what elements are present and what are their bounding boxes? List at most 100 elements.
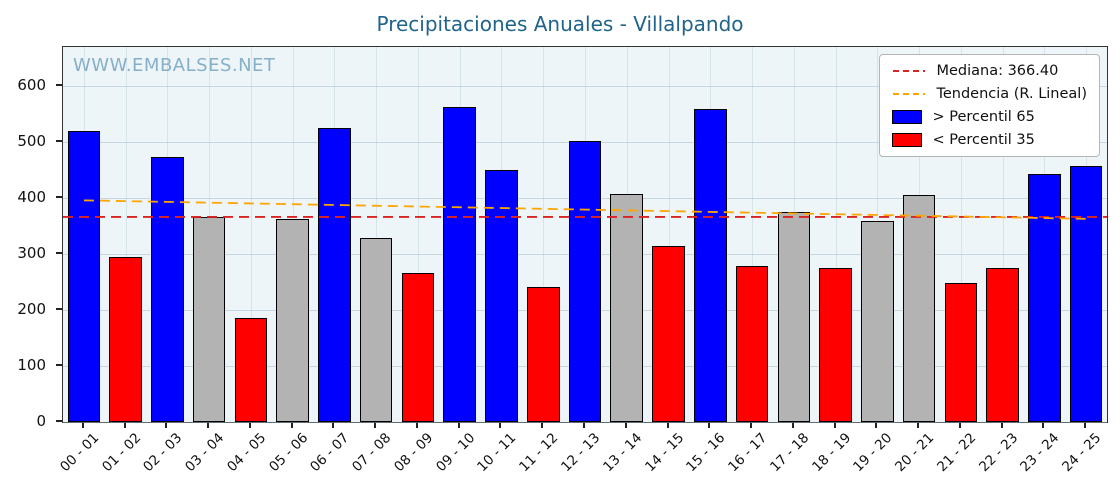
x-tick-mark — [1042, 422, 1045, 428]
bar-03-04 — [192, 216, 226, 422]
x-tick-mark — [415, 422, 418, 428]
y-axis-labels: 0 100 200 300 400 500 600 — [0, 46, 54, 430]
x-axis-ticks — [62, 422, 1106, 428]
blue-bar-swatch — [892, 110, 923, 124]
legend-label-high: > Percentil 65 — [932, 109, 1035, 125]
bar-04-05 — [234, 318, 268, 422]
x-tick-label: 02 - 03 — [140, 430, 186, 476]
bar-06-07 — [318, 127, 351, 422]
bar-13-14 — [610, 193, 644, 422]
y-tick-mark — [56, 364, 62, 367]
legend: Mediana: 366.40 Tendencia (R. Lineal) > … — [879, 54, 1100, 157]
x-tick-label: 22 - 23 — [975, 430, 1021, 476]
bar-09-10 — [443, 107, 476, 422]
y-tick-mark — [56, 84, 62, 87]
x-tick-label: 11 - 12 — [516, 430, 562, 476]
x-tick-mark — [248, 422, 251, 428]
x-tick-label: 07 - 08 — [349, 430, 395, 476]
gridline-vertical — [668, 47, 670, 422]
y-tick-label: 600 — [17, 76, 46, 95]
reference-lines-layer — [63, 199, 1107, 220]
bar-19-20 — [861, 220, 894, 422]
legend-item-median: Mediana: 366.40 — [892, 63, 1087, 79]
gridline-vertical — [543, 47, 545, 422]
gridline-vertical — [960, 47, 962, 422]
y-tick-label: 100 — [17, 356, 46, 375]
red-bar-swatch — [892, 133, 923, 147]
y-tick-mark — [56, 308, 62, 311]
y-tick-mark — [56, 196, 62, 199]
plot-area: WWW.EMBALSES.NET Mediana: 366.40 Tendenc… — [62, 46, 1108, 423]
bar-07-08 — [359, 237, 393, 422]
x-tick-mark — [332, 422, 335, 428]
gridline-vertical — [835, 47, 837, 422]
y-tick-mark — [56, 420, 62, 422]
x-tick-label: 20 - 21 — [892, 430, 938, 476]
bar-01-02 — [109, 256, 142, 422]
x-tick-label: 15 - 16 — [683, 430, 729, 476]
y-tick-label: 200 — [17, 300, 46, 319]
x-tick-label: 13 - 14 — [599, 430, 646, 476]
bar-16-17 — [735, 266, 769, 422]
x-tick-mark — [1084, 422, 1087, 428]
x-tick-mark — [1000, 422, 1003, 428]
bar-05-06 — [276, 219, 309, 422]
x-tick-label: 01 - 02 — [98, 430, 144, 476]
x-tick-mark — [750, 422, 753, 428]
trend-dashed-line-swatch — [893, 93, 926, 95]
bar-11-12 — [526, 286, 560, 422]
bar-24-25 — [1069, 165, 1103, 422]
x-axis-labels: 00 - 01 01 - 02 02 - 03 03 - 04 04 - 05 05 - … — [57, 430, 1106, 500]
x-tick-label: 14 - 15 — [641, 430, 687, 476]
x-tick-label: 06 - 07 — [307, 430, 353, 476]
y-tick-label: 400 — [17, 188, 46, 207]
x-tick-mark — [708, 422, 711, 428]
x-tick-label: 19 - 20 — [850, 430, 896, 476]
x-tick-label: 17 - 18 — [766, 430, 813, 476]
x-tick-mark — [165, 422, 168, 428]
bar-14-15 — [652, 245, 685, 422]
x-tick-mark — [207, 422, 210, 428]
gridline-vertical — [125, 47, 127, 422]
x-tick-mark — [624, 422, 627, 428]
x-tick-mark — [958, 422, 961, 428]
watermark: WWW.EMBALSES.NET — [73, 55, 276, 76]
x-tick-label: 04 - 05 — [224, 430, 270, 476]
legend-item-trend: Tendencia (R. Lineal) — [892, 86, 1087, 102]
x-tick-mark — [457, 422, 460, 428]
x-tick-label: 23 - 24 — [1017, 430, 1063, 476]
x-tick-mark — [791, 422, 794, 428]
gridline-vertical — [376, 47, 378, 422]
median-dashed-line-swatch — [893, 70, 926, 72]
legend-item-low-percentile: < Percentil 35 — [892, 132, 1087, 148]
bar-21-22 — [944, 283, 978, 422]
x-tick-mark — [499, 422, 502, 428]
x-tick-label: 09 - 10 — [432, 430, 479, 476]
chart-title: Precipitaciones Anuales - Villalpando — [376, 12, 744, 36]
bar-08-09 — [401, 272, 435, 422]
x-tick-label: 12 - 13 — [558, 430, 604, 476]
gridline-vertical — [752, 47, 754, 422]
x-tick-mark — [666, 422, 669, 428]
x-tick-mark — [81, 422, 84, 428]
x-tick-label: 03 - 04 — [182, 430, 228, 476]
y-tick-label: 300 — [17, 244, 46, 263]
bar-22-23 — [986, 268, 1019, 422]
legend-label-low: < Percentil 35 — [932, 132, 1035, 148]
gridline-vertical — [250, 47, 252, 422]
x-tick-mark — [541, 422, 544, 428]
bar-10-11 — [485, 170, 518, 422]
bar-17-18 — [777, 212, 811, 422]
gridline-horizontal — [63, 422, 1107, 423]
y-tick-mark — [56, 140, 62, 143]
y-axis-ticks — [56, 46, 62, 422]
x-tick-mark — [917, 422, 920, 428]
y-tick-mark — [56, 252, 62, 255]
x-tick-label: 00 - 01 — [57, 430, 103, 476]
x-tick-label: 24 - 25 — [1059, 430, 1105, 476]
x-tick-mark — [583, 422, 585, 428]
bar-15-16 — [693, 108, 727, 422]
x-tick-label: 18 - 19 — [808, 430, 854, 476]
x-tick-label: 05 - 06 — [265, 430, 311, 476]
